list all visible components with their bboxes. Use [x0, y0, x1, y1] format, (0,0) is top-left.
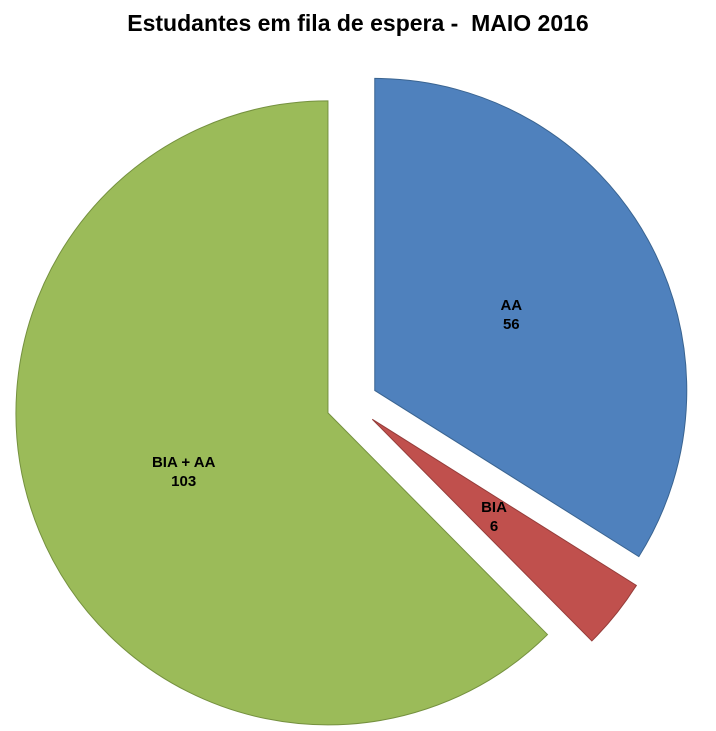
slice-label-name: AA	[500, 297, 522, 314]
slice-label-bia: BIA 6	[481, 499, 507, 535]
pie-slice-bia	[371, 418, 638, 642]
pie-slice-aa	[374, 77, 688, 558]
slice-label-value: 56	[503, 316, 520, 333]
pie-slice-bia-aa	[15, 100, 549, 726]
slice-label-name: BIA	[481, 499, 507, 516]
chart-title: Estudantes em fila de espera - MAIO 2016	[127, 10, 589, 36]
slice-label-aa: AA 56	[500, 297, 522, 333]
slice-label-name: BIA + AA	[152, 454, 216, 471]
slice-label-value: 6	[490, 518, 498, 535]
slice-label-value: 103	[171, 473, 196, 490]
slice-label-bia-aa: BIA + AA 103	[152, 454, 216, 490]
